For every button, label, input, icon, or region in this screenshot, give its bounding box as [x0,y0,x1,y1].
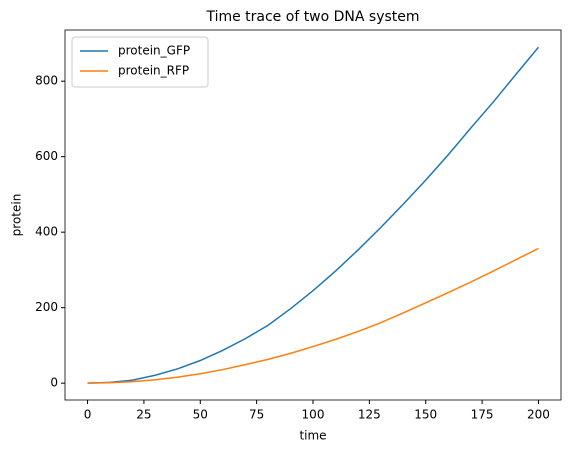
x-tick-label: 175 [471,408,494,422]
plot-frame [64,29,562,401]
x-tick-label: 50 [193,408,208,422]
y-tick-label: 200 [35,300,58,314]
y-tick-label: 600 [35,149,58,163]
y-axis-label: protein [10,194,24,237]
series-line [87,46,540,384]
y-tick-label: 0 [50,376,58,390]
legend-label: protein_GFP [118,44,190,58]
x-tick-label: 25 [136,408,151,422]
legend-box [71,36,209,88]
legend-label: protein_RFP [118,64,189,78]
x-tick-label: 0 [84,408,92,422]
x-tick-label: 100 [302,408,325,422]
chart-title: Time trace of two DNA system [205,9,419,25]
y-tick-label: 400 [35,225,58,239]
series-line [87,247,539,384]
x-tick-label: 75 [249,408,264,422]
x-tick-label: 200 [527,408,550,422]
y-tick-label: 800 [35,74,58,88]
x-axis-label: time [299,429,326,443]
x-tick-label: 125 [358,408,381,422]
x-tick-label: 150 [414,408,437,422]
